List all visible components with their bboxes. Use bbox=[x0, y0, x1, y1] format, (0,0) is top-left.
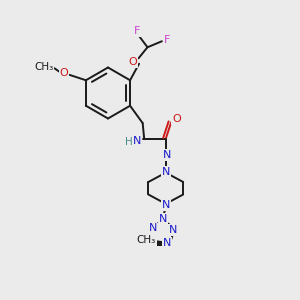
Text: O: O bbox=[60, 68, 68, 78]
Text: CH₃: CH₃ bbox=[34, 62, 53, 72]
Text: O: O bbox=[129, 57, 137, 67]
Text: N: N bbox=[163, 238, 171, 248]
Text: N: N bbox=[169, 225, 178, 235]
Text: O: O bbox=[172, 114, 181, 124]
Text: F: F bbox=[134, 26, 140, 36]
Text: N: N bbox=[149, 224, 158, 233]
Text: N: N bbox=[159, 214, 167, 224]
Text: N: N bbox=[162, 167, 170, 177]
Text: N: N bbox=[163, 150, 172, 160]
Text: H: H bbox=[125, 137, 133, 147]
Text: CH₃: CH₃ bbox=[136, 235, 156, 245]
Text: N: N bbox=[133, 136, 141, 146]
Text: F: F bbox=[164, 35, 170, 45]
Text: N: N bbox=[162, 200, 170, 210]
